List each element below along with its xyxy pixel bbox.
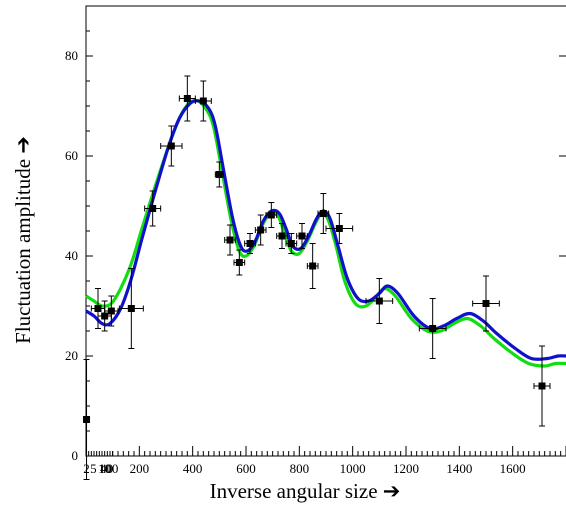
data-point-marker	[298, 232, 306, 240]
data-point	[533, 345, 551, 427]
x-tick-label: 200	[130, 461, 150, 476]
data-point-marker	[538, 382, 546, 390]
y-tick-label: 80	[65, 48, 78, 63]
data-point-marker	[429, 325, 437, 332]
data-point	[276, 223, 288, 249]
data-point-marker	[107, 307, 115, 315]
data-point	[296, 223, 308, 249]
x-tick-label: 5	[90, 461, 97, 476]
data-point-marker	[482, 300, 490, 307]
data-point	[118, 268, 144, 349]
data-point	[144, 190, 162, 227]
data-point	[285, 233, 298, 254]
y-tick-label: 40	[65, 248, 78, 263]
x-axis-title: Inverse angular size ➔	[210, 479, 401, 503]
data-point-marker	[94, 305, 102, 312]
x-tick-label: 1600	[500, 461, 526, 476]
data-point-marker	[287, 240, 295, 247]
data-point	[104, 295, 119, 327]
data-point-marker	[375, 297, 383, 305]
data-point	[194, 80, 212, 122]
data-point	[472, 275, 500, 332]
x-tick-label: 800	[290, 461, 310, 476]
data-point	[418, 298, 447, 359]
data-point	[254, 214, 267, 246]
data-point-marker	[309, 262, 317, 270]
y-tick-label: 0	[72, 448, 79, 463]
data-point	[325, 213, 354, 244]
x-tick-label: 100	[99, 461, 119, 476]
data-point-marker	[199, 97, 207, 105]
x-tick-label: 1000	[340, 461, 366, 476]
x-tick-label: 40	[100, 461, 113, 476]
data-point	[317, 193, 330, 234]
data-point	[244, 233, 256, 254]
data-point	[214, 161, 224, 188]
data-point	[224, 224, 236, 256]
data-point-marker	[235, 259, 243, 266]
data-point-marker	[257, 226, 265, 234]
data-point-marker	[127, 305, 135, 312]
data-point-marker	[267, 211, 275, 219]
data-point	[160, 125, 183, 167]
data-point	[306, 243, 319, 289]
y-axis-title: Fluctuation amplitude ➔	[11, 136, 35, 344]
data-point-marker	[183, 95, 191, 102]
model-curves	[85, 98, 566, 368]
data-point-marker	[215, 171, 223, 178]
data-point-marker	[167, 142, 175, 150]
data-point-marker	[246, 240, 254, 247]
data-point-marker	[101, 312, 109, 320]
y-tick-label: 20	[65, 348, 78, 363]
data-points	[83, 75, 551, 480]
data-point	[265, 202, 278, 228]
x-tick-label: 10	[98, 461, 111, 476]
data-point-marker	[335, 225, 343, 232]
data-point	[233, 249, 246, 276]
x-tick-label: 1400	[446, 461, 472, 476]
data-point-marker	[226, 236, 234, 244]
x-axis-ticks: 2510401002004006008001000120014001600	[83, 446, 566, 476]
data-point-marker	[319, 210, 327, 217]
y-tick-label: 60	[65, 148, 78, 163]
x-tick-label: 400	[183, 461, 203, 476]
data-point-marker	[149, 205, 157, 212]
data-point	[365, 278, 394, 324]
x-tick-label: 600	[236, 461, 256, 476]
x-tick-label: 1200	[393, 461, 419, 476]
model-curve-blue	[85, 99, 566, 361]
data-point-marker	[278, 232, 286, 240]
data-point	[83, 359, 91, 480]
y-axis-ticks: 0 20 40 60 80	[65, 5, 566, 463]
data-point-marker	[83, 416, 91, 423]
